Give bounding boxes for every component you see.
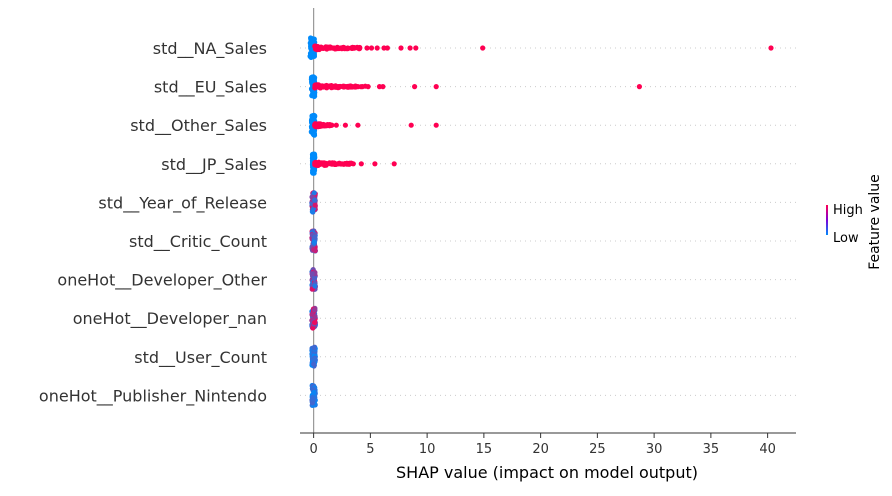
shap-outlier-point [391, 161, 397, 167]
shap-point [311, 275, 317, 282]
x-tick-label: 15 [476, 442, 493, 457]
shap-point [311, 190, 317, 196]
shap-point [308, 53, 314, 60]
colorbar-bar [826, 205, 828, 235]
feature-label: std__Other_Sales [130, 116, 267, 136]
shap-outlier-point [355, 84, 361, 90]
x-tick-label: 10 [419, 442, 436, 457]
shap-outlier-point [412, 84, 418, 90]
shap-point [311, 239, 317, 245]
shap-point [309, 400, 316, 406]
shap-outlier-point [374, 45, 380, 51]
shap-outlier-point [355, 45, 361, 51]
shap-point [312, 122, 318, 128]
shap-outlier-point [636, 84, 643, 90]
feature-label: std__EU_Sales [154, 78, 267, 98]
shap-point [310, 90, 316, 96]
colorbar-high-label: High [833, 203, 863, 218]
x-tick-label: 30 [646, 442, 663, 457]
shap-outlier-point [368, 45, 375, 51]
x-axis-title: SHAP value (impact on model output) [396, 463, 698, 482]
shap-outlier-point [480, 45, 486, 51]
x-tick-label: 5 [366, 442, 374, 457]
shap-outlier-point [324, 122, 330, 128]
shap-outlier-point [333, 122, 339, 128]
shap-outlier-point [433, 84, 439, 90]
shap-point [309, 271, 315, 277]
shap-point [309, 396, 316, 402]
x-tick-label: 40 [759, 442, 776, 457]
shap-outlier-point [408, 122, 414, 128]
feature-label: oneHot__Publisher_Nintendo [39, 386, 267, 406]
shap-point [312, 202, 318, 208]
shap-point [312, 283, 318, 289]
x-tick-label: 25 [589, 442, 606, 457]
shap-point [311, 361, 317, 367]
shap-outlier-point [384, 45, 390, 51]
shap-outlier-point [413, 45, 419, 51]
shap-outlier-point [339, 161, 345, 167]
shap-outlier-point [398, 45, 404, 51]
shap-outlier-point [336, 84, 342, 90]
shap-outlier-point [329, 122, 335, 128]
shap-point [310, 167, 316, 174]
shap-outlier-point [372, 161, 378, 167]
shap-point [312, 234, 318, 240]
shap-outlier-point [407, 45, 413, 51]
shap-outlier-point [380, 84, 386, 90]
shap-outlier-point [347, 84, 353, 90]
x-tick-label: 20 [532, 442, 549, 457]
shap-point [310, 115, 317, 121]
shap-point [312, 43, 318, 49]
shap-point [309, 209, 315, 215]
colorbar-title: Feature value [867, 174, 883, 270]
feature-label: oneHot__Developer_nan [73, 309, 267, 329]
shap-outlier-point [334, 161, 341, 167]
shap-point [311, 247, 317, 253]
shap-point [312, 197, 318, 203]
shap-point [309, 155, 316, 161]
shap-outlier-point [358, 161, 364, 167]
shap-point [311, 132, 318, 138]
shap-point [314, 82, 320, 88]
colorbar-low-label: Low [833, 231, 859, 246]
shap-outlier-point [433, 122, 439, 128]
feature-label: std__User_Count [134, 348, 267, 368]
shap-point [312, 356, 318, 362]
x-tick-label: 35 [703, 442, 720, 457]
shap-point [309, 36, 316, 42]
shap-point [309, 311, 315, 317]
shap-outlier-point [359, 84, 365, 90]
feature-label: std__NA_Sales [153, 39, 267, 59]
colorbar: High Low Feature value [826, 174, 883, 270]
x-tick-label: 0 [309, 442, 317, 457]
shap-outlier-point [342, 122, 348, 128]
shap-point [311, 151, 317, 157]
shap-point [308, 74, 315, 81]
shap-outlier-point [364, 45, 370, 51]
feature-label: std__Year_of_Release [98, 193, 267, 213]
shap-point [311, 320, 318, 326]
feature-label: std__JP_Sales [161, 155, 267, 175]
shap-point [311, 307, 318, 313]
feature-label: oneHot__Developer_Other [57, 271, 267, 291]
shap-point [311, 389, 317, 395]
feature-label: std__Critic_Count [129, 232, 267, 252]
shap-outlier-point [365, 84, 371, 90]
shap-outlier-point [768, 45, 774, 51]
shap-point [311, 345, 317, 351]
shap-outlier-point [350, 161, 356, 167]
shap-outlier-point [355, 122, 361, 128]
